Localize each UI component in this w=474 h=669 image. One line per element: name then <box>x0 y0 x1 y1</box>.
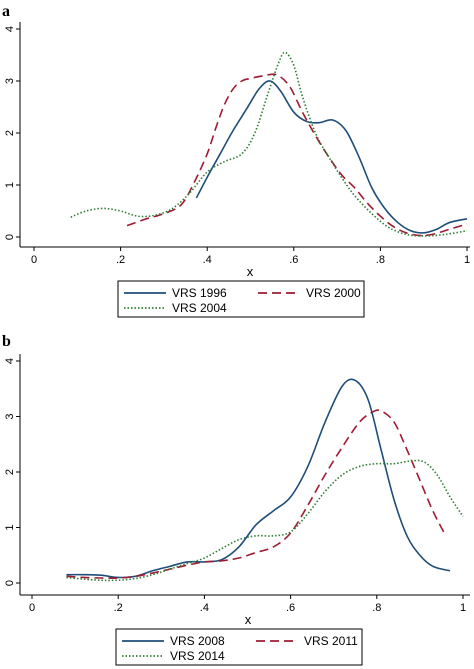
x-tick-label-a: .6 <box>289 254 298 266</box>
y-tick-label-b: 3 <box>4 413 16 419</box>
x-tick-label-b: .8 <box>372 602 381 614</box>
x-tick-label-b: 1 <box>460 602 466 614</box>
series-line-vrs-2000 <box>126 73 468 237</box>
legend-box-a <box>117 280 365 318</box>
x-tick-label-a: .2 <box>116 254 125 266</box>
series-line-vrs-2008 <box>66 378 451 579</box>
y-tick-label-b: 4 <box>4 358 16 364</box>
x-tick-label-b: 0 <box>29 602 35 614</box>
legend-label-vrs-2004: VRS 2004 <box>172 301 227 315</box>
y-tick-label-a: 4 <box>4 26 16 32</box>
legend-label-vrs-1996: VRS 1996 <box>172 286 227 300</box>
legend-label-vrs-2008: VRS 2008 <box>170 634 225 648</box>
panel-label-a: a <box>2 3 10 20</box>
x-tick-label-b: .2 <box>114 602 123 614</box>
x-axis-title-b: x <box>245 612 252 627</box>
y-tick-label-a: 2 <box>4 130 16 136</box>
legend-label-vrs-2011: VRS 2011 <box>304 634 358 648</box>
legend-a: VRS 1996 VRS 2000 VRS 2004 <box>117 280 365 318</box>
legend-b: VRS 2008 VRS 2011 VRS 2014 <box>115 628 363 666</box>
y-tick-label-b: 0 <box>4 580 16 586</box>
x-tick-label-a: .8 <box>376 254 385 266</box>
x-tick-label-a: .4 <box>203 254 212 266</box>
legend-label-vrs-2014: VRS 2014 <box>170 649 225 663</box>
series-line-vrs-2004 <box>70 51 468 237</box>
x-axis-title-a: x <box>247 264 254 279</box>
series-line-vrs-2014 <box>66 459 464 582</box>
x-tick-label-b: .6 <box>286 602 295 614</box>
y-tick-label-a: 1 <box>4 182 16 188</box>
y-tick-label-b: 1 <box>4 524 16 530</box>
panel-label-b: b <box>2 333 11 350</box>
plot-area-a: 0 1 2 3 4 0 .2 .4 .6 .8 1 <box>4 22 470 266</box>
x-tick-label-b: .4 <box>200 602 209 614</box>
x-tick-label-a: 0 <box>31 254 37 266</box>
legend-label-vrs-2000: VRS 2000 <box>306 286 361 300</box>
series-line-vrs-2011 <box>66 409 447 579</box>
x-tick-label-a: 1 <box>464 254 470 266</box>
y-tick-label-a: 3 <box>4 78 16 84</box>
y-tick-label-b: 2 <box>4 469 16 475</box>
y-tick-label-a: 0 <box>4 234 16 240</box>
plot-area-b: 0 1 2 3 4 0 .2 .4 .6 .8 1 <box>4 354 470 614</box>
panel-a: a 0 1 2 3 4 0 .2 .4 .6 .8 1 x VRS 1996 VRS 2000 VR… <box>2 3 470 318</box>
panel-b: b 0 1 2 3 4 0 .2 .4 .6 .8 1 x VRS 2008 VRS 2011 VR… <box>2 333 470 666</box>
series-line-vrs-1996 <box>195 80 468 234</box>
legend-box-b <box>115 628 363 666</box>
